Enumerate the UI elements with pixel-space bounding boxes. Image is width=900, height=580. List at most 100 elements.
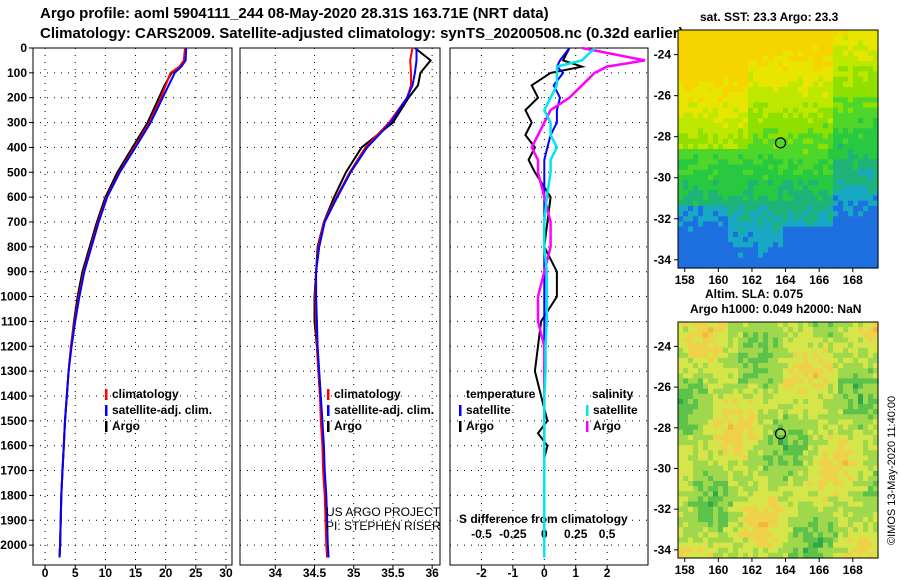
map-cell xyxy=(773,118,779,124)
depth-tick-label: 1700 xyxy=(0,464,27,478)
map-cell xyxy=(743,352,749,359)
map-cell xyxy=(843,138,849,145)
map-cell xyxy=(693,368,699,374)
map-cell xyxy=(853,409,859,415)
map-cell xyxy=(708,363,714,369)
map-cell xyxy=(738,429,744,436)
map-cell xyxy=(858,332,864,338)
map-cell xyxy=(738,180,744,186)
map-cell xyxy=(813,537,819,544)
map-cell xyxy=(773,491,779,497)
depth-tick-label: 1800 xyxy=(0,488,27,502)
map-cell xyxy=(723,475,729,482)
map-cell xyxy=(698,378,704,385)
map-cell xyxy=(863,128,869,135)
map-cell xyxy=(683,511,689,518)
map-cell xyxy=(743,552,749,559)
map-cell xyxy=(703,455,709,462)
map-cell xyxy=(743,211,749,217)
map-cell xyxy=(703,55,709,62)
map-cell xyxy=(828,327,834,333)
legend-label: climatology xyxy=(334,387,401,401)
map-cell xyxy=(863,527,869,533)
map-cell xyxy=(873,190,879,197)
map-cell xyxy=(728,378,734,385)
map-cell xyxy=(703,465,709,472)
map-cell xyxy=(808,337,814,344)
map-cell xyxy=(703,174,709,181)
argo-position-marker xyxy=(774,428,787,440)
map-cell xyxy=(678,352,684,359)
map-cell xyxy=(803,450,809,456)
map-cell xyxy=(848,368,854,374)
map-cell xyxy=(733,164,739,171)
map-cell xyxy=(798,55,804,62)
map-cell xyxy=(778,195,784,202)
map-cell xyxy=(808,237,814,243)
map-cell xyxy=(723,506,729,513)
map-cell xyxy=(763,92,769,98)
map-cell xyxy=(858,501,864,508)
map-cell xyxy=(743,393,749,400)
map-cell xyxy=(738,440,744,446)
map-cell xyxy=(768,404,774,410)
map-cell xyxy=(688,50,694,57)
map-cell xyxy=(783,337,789,344)
map-cell xyxy=(713,465,719,472)
map-cell xyxy=(758,434,764,441)
map-cell xyxy=(678,231,684,238)
map-cell xyxy=(738,542,744,549)
map-cell xyxy=(678,221,684,228)
map-cell xyxy=(798,517,804,523)
map-cell xyxy=(823,86,829,93)
map-cell xyxy=(778,154,784,160)
map-cell xyxy=(843,465,849,472)
map-cell xyxy=(768,211,774,217)
map-cell xyxy=(853,45,859,52)
map-cell xyxy=(773,76,779,83)
map-cell xyxy=(838,547,844,554)
map-cell xyxy=(758,40,764,47)
map-cell xyxy=(703,81,709,88)
map-cell xyxy=(758,445,764,451)
map-cell xyxy=(818,327,824,333)
map-cell xyxy=(748,257,754,264)
map-cell xyxy=(863,383,869,390)
map-cell xyxy=(808,30,814,36)
map-cell xyxy=(818,491,824,497)
map-cell xyxy=(813,399,819,405)
map-cell xyxy=(873,475,879,482)
map-cell xyxy=(778,205,784,212)
map-cell xyxy=(728,352,734,359)
map-cell xyxy=(788,460,794,467)
map-cell xyxy=(818,532,824,538)
map-cell xyxy=(778,97,784,104)
map-cell xyxy=(843,342,849,349)
map-cell xyxy=(738,30,744,36)
map-cell xyxy=(808,537,814,544)
map-cell xyxy=(698,86,704,93)
map-cell xyxy=(768,337,774,344)
map-cell xyxy=(783,501,789,508)
map-cell xyxy=(743,327,749,333)
map-cell xyxy=(778,257,784,264)
map-cell xyxy=(813,221,819,228)
map-cell xyxy=(708,211,714,217)
map-cell xyxy=(688,522,694,528)
map-cell xyxy=(828,242,834,248)
map-cell xyxy=(863,133,869,140)
map-cell xyxy=(798,169,804,176)
map-cell xyxy=(768,342,774,349)
map-cell xyxy=(763,81,769,88)
map-cell xyxy=(703,71,709,78)
map-cell xyxy=(868,501,874,508)
map-cell xyxy=(848,174,854,181)
map-cell xyxy=(718,118,724,124)
map-cell xyxy=(798,97,804,104)
map-cell xyxy=(738,154,744,160)
map-cell xyxy=(783,404,789,410)
map-cell xyxy=(858,257,864,264)
map-cell xyxy=(833,424,839,431)
x-tick-label: 34 xyxy=(269,566,283,580)
map-cell xyxy=(848,322,854,328)
